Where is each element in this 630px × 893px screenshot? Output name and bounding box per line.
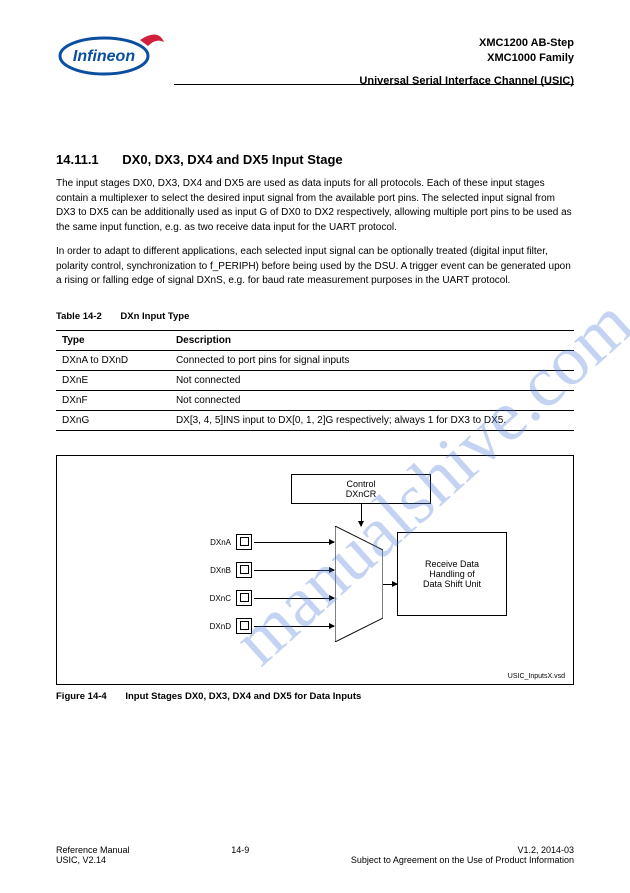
pin-box [236,534,252,550]
pin-box [236,590,252,606]
header-rule [174,84,574,85]
header-doc-title: XMC1200 AB-Step XMC1000 Family Universal… [359,36,574,89]
table-row: DXnG DX[3, 4, 5]INS input to DX[0, 1, 2]… [56,410,574,430]
doc-title-l2: XMC1000 Family [359,51,574,66]
pin-label: DXnD [175,622,231,631]
multiplexer [335,526,383,642]
page-footer: Reference Manual USIC, V2.14 14-9 V1.2, … [56,845,574,865]
figure-label: Figure 14-4 [56,691,107,702]
doc-title-l1: XMC1200 AB-Step [359,36,574,51]
section-title: DX0, DX3, DX4 and DX5 Input Stage [122,152,342,167]
cell-desc: Not connected [170,370,574,390]
rx-data-block-label: Receive Data Handling of Data Shift Unit [423,559,481,589]
paragraph-1: The input stages DX0, DX3, DX4 and DX5 a… [56,177,574,235]
control-block: Control DXnCR [291,474,431,504]
table-row: DXnE Not connected [56,370,574,390]
arrow-pin-to-mux [254,570,334,571]
cell-desc: Connected to port pins for signal inputs [170,350,574,370]
pin-label: DXnB [175,566,231,575]
footer-left: Reference Manual USIC, V2.14 [56,845,130,865]
svg-text:Infineon: Infineon [73,48,135,65]
table-header-row: Type Description [56,330,574,350]
arrow-pin-to-mux [254,626,334,627]
cell-desc: Not connected [170,390,574,410]
figure-text: Input Stages DX0, DX3, DX4 and DX5 for D… [125,691,361,702]
cell-type: DXnF [56,390,170,410]
infineon-logo: Infineon [56,30,166,83]
table-caption: Table 14-2 DXn Input Type [56,311,574,322]
pin-label: DXnC [175,594,231,603]
pin-label: DXnA [175,538,231,547]
pin-box [236,618,252,634]
table-caption-label: Table 14-2 [56,311,102,322]
th-desc: Description [170,330,574,350]
cell-desc: DX[3, 4, 5]INS input to DX[0, 1, 2]G res… [170,410,574,430]
th-type: Type [56,330,170,350]
table-caption-text: DXn Input Type [120,311,189,322]
section-number: 14.11.1 [56,152,99,167]
table-row: DXnF Not connected [56,390,574,410]
arrow-pin-to-mux [254,598,334,599]
arrow-ctrl-to-mux [361,504,362,526]
pin-box [236,562,252,578]
table-row: DXnA to DXnD Connected to port pins for … [56,350,574,370]
cell-type: DXnE [56,370,170,390]
arrow-mux-to-rxd [383,584,397,585]
header-section-crumb: Universal Serial Interface Channel (USIC… [359,74,574,89]
footer-center: 14-9 [231,845,249,865]
dxn-type-table: Type Description DXnA to DXnD Connected … [56,330,574,431]
section-heading: 14.11.1 DX0, DX3, DX4 and DX5 Input Stag… [56,152,574,167]
paragraph-2: In order to adapt to different applicati… [56,245,574,289]
figure-caption: Figure 14-4 Input Stages DX0, DX3, DX4 a… [56,691,574,702]
rx-data-block: Receive Data Handling of Data Shift Unit [397,532,507,616]
arrow-pin-to-mux [254,542,334,543]
diagram-id: USIC_InputsX.vsd [508,673,565,680]
cell-type: DXnG [56,410,170,430]
cell-type: DXnA to DXnD [56,350,170,370]
control-block-label: Control DXnCR [346,479,377,499]
page-header: Infineon XMC1200 AB-Step XMC1000 Family … [56,0,574,92]
block-diagram: Control DXnCR DXnA DXnB DXnC [56,455,574,685]
footer-right: V1.2, 2014-03 Subject to Agreement on th… [351,845,574,865]
